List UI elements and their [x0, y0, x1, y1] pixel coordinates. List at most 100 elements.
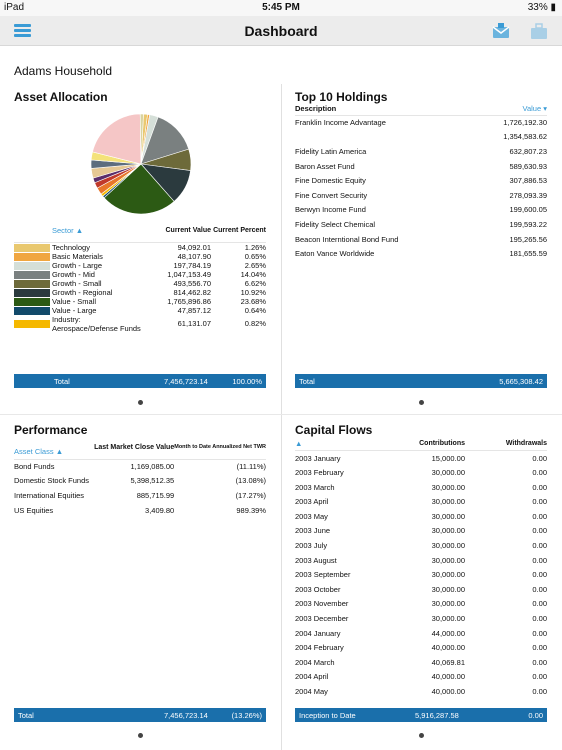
contributions-header: Contributions: [419, 439, 465, 447]
table-row[interactable]: Value - Small 1,765,896.86 23.68%: [14, 297, 266, 306]
close-value: 1,169,085.00: [130, 462, 175, 472]
asset-allocation-pie: [90, 113, 192, 215]
performance-title: Performance: [14, 423, 88, 437]
table-row[interactable]: 1,354,583.62: [295, 130, 547, 145]
holding-value: 1,354,583.62: [503, 132, 547, 142]
asset-class-sort-header[interactable]: Asset Class ▲: [14, 446, 64, 456]
holding-value: 307,886.53: [509, 176, 547, 186]
table-row[interactable]: 2003 June 30,000.00 0.00: [295, 524, 547, 539]
table-row[interactable]: 2003 February 30,000.00 0.00: [295, 465, 547, 480]
table-row[interactable]: Growth - Mid 1,047,153.49 14.04%: [14, 270, 266, 279]
table-row[interactable]: 2004 May 40,000.00 0.00: [295, 684, 547, 699]
table-row[interactable]: 2004 January 44,000.00 0.00: [295, 626, 547, 641]
table-row[interactable]: Franklin Income Advantage 1,726,192.30: [295, 115, 547, 130]
table-row[interactable]: Growth - Large 197,784.19 2.65%: [14, 261, 266, 270]
twr-value: (13.08%): [235, 476, 266, 486]
holding-description: Fidelity Latin America: [295, 146, 367, 156]
color-swatch: [14, 320, 50, 329]
holding-description: Eaton Vance Worldwide: [295, 249, 375, 259]
table-row[interactable]: Fidelity Select Chemical 199,593.22: [295, 217, 547, 232]
contribution: 30,000.00: [431, 555, 465, 565]
current-percent-header: Current Percent: [213, 227, 266, 235]
color-swatch: [14, 306, 50, 315]
holding-description: [295, 130, 472, 145]
table-row[interactable]: 2003 May 30,000.00 0.00: [295, 509, 547, 524]
table-row[interactable]: Fine Convert Security 278,093.39: [295, 188, 547, 203]
value-sort-header[interactable]: Value ▾: [522, 104, 548, 114]
holding-value: 195,265.56: [509, 234, 547, 244]
pie-slice[interactable]: [139, 113, 144, 165]
table-row[interactable]: Beacon Interntional Bond Fund 195,265.56: [295, 232, 547, 247]
menu-icon[interactable]: [14, 24, 31, 38]
page-indicator-dot[interactable]: [138, 400, 143, 405]
table-row[interactable]: 2003 September 30,000.00 0.00: [295, 567, 547, 582]
withdrawal: 0.00: [532, 672, 547, 682]
table-row[interactable]: 2003 October 30,000.00 0.00: [295, 582, 547, 597]
period: 2003 June: [295, 526, 331, 536]
table-row[interactable]: Growth - Small 493,556.70 6.62%: [14, 279, 266, 288]
table-row[interactable]: Eaton Vance Worldwide 181,655.59: [295, 246, 547, 261]
last-close-header: Last Market Close Value: [94, 444, 175, 452]
withdrawals-header: Withdrawals: [505, 439, 547, 447]
twr-value: (11.11%): [236, 462, 266, 472]
contribution: 40,000.00: [431, 643, 465, 653]
holding-description: Baron Asset Fund: [295, 161, 355, 171]
table-row[interactable]: Berwyn Income Fund 199,600.05: [295, 203, 547, 218]
table-row[interactable]: International Equities 885,715.99 (17.27%): [14, 488, 266, 503]
table-row[interactable]: Fidelity Latin America 632,807.23: [295, 144, 547, 159]
current-value: 197,784.19: [173, 260, 211, 270]
table-row[interactable]: Industry: Aerospace/Defense Funds 61,131.…: [14, 315, 266, 333]
table-row[interactable]: Fine Domestic Equity 307,886.53: [295, 173, 547, 188]
current-percent: 10.92%: [240, 287, 266, 297]
table-row[interactable]: 2004 February 40,000.00 0.00: [295, 640, 547, 655]
holding-description: Fidelity Select Chemical: [295, 219, 376, 229]
nav-bar: Dashboard: [0, 16, 562, 46]
contribution: 30,000.00: [431, 482, 465, 492]
total-value: 5,665,308.42: [499, 377, 543, 386]
sector-name: Growth - Large: [52, 260, 103, 270]
table-row[interactable]: 2003 January 15,000.00 0.00: [295, 451, 547, 466]
current-value: 1,765,896.86: [167, 296, 211, 306]
holding-description: Beacon Interntional Bond Fund: [295, 234, 399, 244]
table-row[interactable]: 2003 August 30,000.00 0.00: [295, 553, 547, 568]
table-row[interactable]: 2003 March 30,000.00 0.00: [295, 480, 547, 495]
table-row[interactable]: Growth - Regional 814,462.82 10.92%: [14, 288, 266, 297]
table-row[interactable]: Domestic Stock Funds 5,398,512.35 (13.08%): [14, 474, 266, 489]
table-row[interactable]: Basic Materials 48,107.90 0.65%: [14, 252, 266, 261]
contribution: 30,000.00: [431, 613, 465, 623]
period: 2003 March: [295, 482, 335, 492]
contribution: 30,000.00: [431, 599, 465, 609]
close-value: 3,409.80: [145, 505, 175, 515]
period: 2003 October: [295, 584, 341, 594]
current-percent: 6.62%: [244, 278, 266, 288]
withdrawal: 0.00: [532, 540, 547, 550]
holding-description: Franklin Income Advantage: [295, 118, 386, 128]
table-row[interactable]: 2004 April 40,000.00 0.00: [295, 670, 547, 685]
table-row[interactable]: 2004 March 40,069.81 0.00: [295, 655, 547, 670]
contribution: 15,000.00: [431, 453, 465, 463]
table-row[interactable]: 2003 July 30,000.00 0.00: [295, 538, 547, 553]
table-row[interactable]: Bond Funds 1,169,085.00 (11.11%): [14, 459, 266, 474]
period-sort-header[interactable]: ▲: [295, 438, 303, 448]
withdrawal: 0.00: [532, 526, 547, 536]
asset-class: Domestic Stock Funds: [14, 476, 90, 486]
table-row[interactable]: 2003 November 30,000.00 0.00: [295, 597, 547, 612]
page-indicator-dot[interactable]: [419, 733, 424, 738]
mail-icon[interactable]: [491, 21, 511, 41]
table-row[interactable]: 2003 December 30,000.00 0.00: [295, 611, 547, 626]
sector-sort-header[interactable]: Sector ▲: [52, 226, 84, 236]
description-header: Description: [295, 104, 337, 114]
briefcase-icon[interactable]: [529, 21, 549, 41]
page-indicator-dot[interactable]: [138, 733, 143, 738]
table-row[interactable]: Value - Large 47,857.12 0.64%: [14, 306, 266, 315]
current-value: 48,107.90: [177, 251, 211, 261]
pie-slice[interactable]: [103, 163, 175, 215]
table-row[interactable]: Technology 94,092.01 1.26%: [14, 242, 266, 252]
page-indicator-dot[interactable]: [419, 400, 424, 405]
table-row[interactable]: US Equities 3,409.80 989.39%: [14, 503, 266, 518]
color-swatch: [14, 270, 50, 279]
sector-name: Basic Materials: [52, 251, 103, 261]
pie-slice[interactable]: [92, 113, 142, 165]
table-row[interactable]: Baron Asset Fund 589,630.93: [295, 159, 547, 174]
table-row[interactable]: 2003 April 30,000.00 0.00: [295, 494, 547, 509]
